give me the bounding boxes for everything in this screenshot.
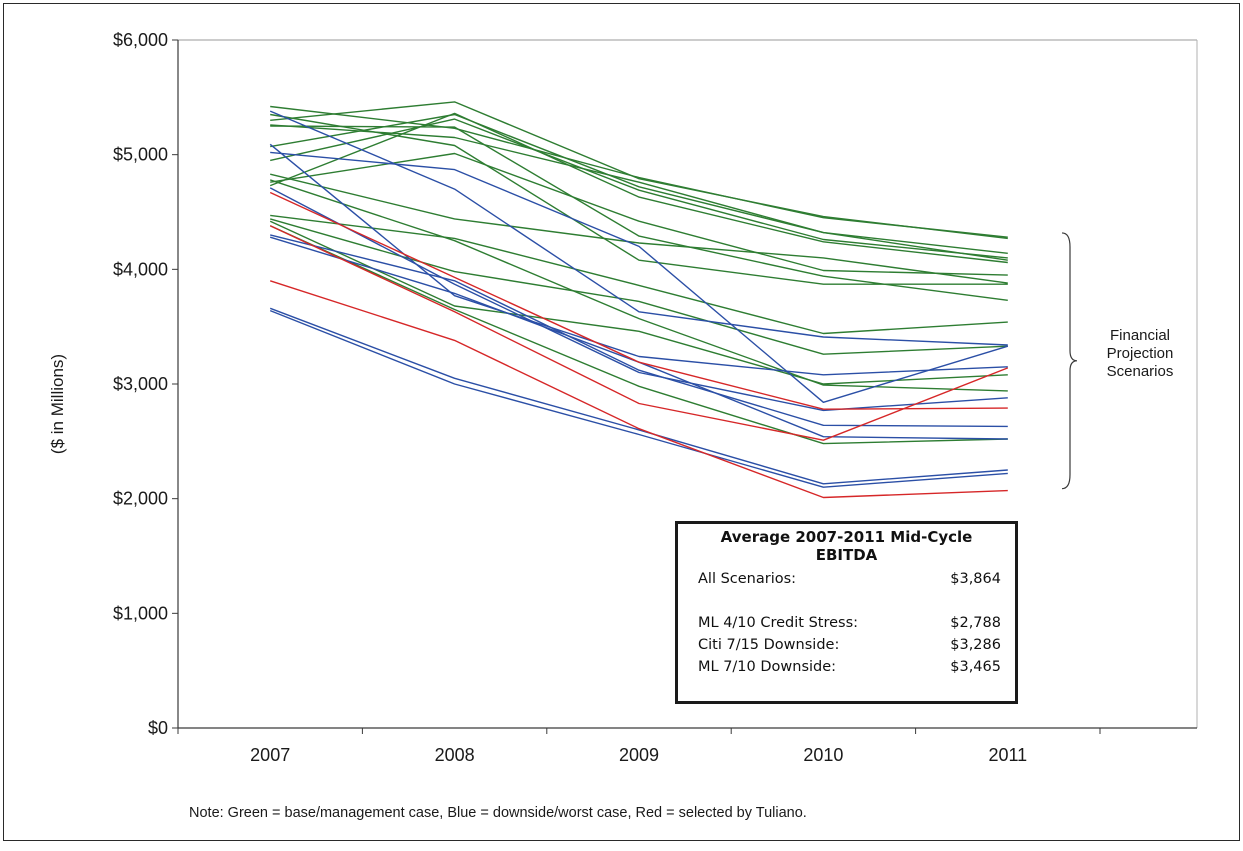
summary-row: ML 7/10 Downside: $3,465 [698,656,1001,678]
y-tick-label: $3,000 [113,374,168,394]
series-lines [269,101,1009,499]
y-tick-label: $5,000 [113,145,168,165]
summary-value: $2,788 [950,615,1001,631]
series-line-blue [269,110,1008,346]
x-tick-label: 2009 [619,745,659,765]
series-line-green [270,214,1008,335]
x-tick-label: 2011 [988,745,1027,765]
y-axis-title: ($ in Millions) [48,354,67,454]
chart-frame [3,3,1240,841]
summary-label: ML 7/10 Downside: [698,659,837,675]
series-line-green [270,152,1008,276]
summary-box: Average 2007-2011 Mid-Cycle EBITDA All S… [675,521,1018,704]
summary-row-all: All Scenarios: $3,864 [698,568,1001,590]
series-line-green [270,113,1008,285]
series-line-green [269,112,1008,264]
series-line-blue [269,307,1008,485]
y-tick-label: $0 [148,718,168,738]
y-tick-label: $4,000 [113,259,168,279]
series-line-blue [270,234,1008,428]
series-line-red [269,280,1008,499]
series-line-green [270,125,1008,301]
y-tick-label: $2,000 [113,489,168,509]
bracket-label-line: Financial [1109,327,1171,344]
series-line-blue [269,187,1008,412]
summary-row: Citi 7/15 Downside: $3,286 [698,634,1001,656]
bracket-label-line: Scenarios [1106,363,1174,380]
series-line-green [269,179,1008,392]
summary-value: $3,864 [950,571,1001,587]
series-line-green [270,118,1008,259]
bracket-brace [1061,232,1078,490]
series-line-green [270,173,1008,284]
series-line-blue [269,143,1008,376]
series-line-green [270,218,1008,355]
chart-note: Note: Green = base/management case, Blue… [189,805,807,821]
y-tick-label: $6,000 [113,30,168,50]
bracket-label: Financial Projection Scenarios [1080,327,1200,381]
series-line-green [269,220,1008,385]
summary-value: $3,286 [950,637,1001,653]
chart-axes: $0 $1,000 $2,000 $3,000 $4,000 $5,000 $6,000 20… [48,30,1198,765]
series-line-blue [269,309,1008,488]
series-line-green [270,101,1008,240]
x-tick-label: 2007 [250,745,290,765]
series-line-blue [270,151,1009,403]
series-line-red [269,225,1009,441]
series-line-green [270,113,1008,261]
summary-label: ML 4/10 Credit Stress: [698,615,859,631]
summary-label: Citi 7/15 Downside: [698,637,840,653]
series-line-green [269,225,1008,445]
summary-label: All Scenarios: [698,571,797,587]
summary-value: $3,465 [950,659,1001,675]
series-line-green [270,124,1008,254]
series-line-red [269,191,1008,410]
x-tick-label: 2010 [803,745,843,765]
summary-row: ML 4/10 Credit Stress: $2,788 [698,612,1001,634]
summary-title: Average 2007-2011 Mid-Cycle EBITDA [720,528,973,564]
bracket-label-line: Projection [1106,345,1174,362]
y-tick-label: $1,000 [113,603,168,623]
x-tick-label: 2008 [435,745,475,765]
scenario-bracket [1061,232,1078,490]
